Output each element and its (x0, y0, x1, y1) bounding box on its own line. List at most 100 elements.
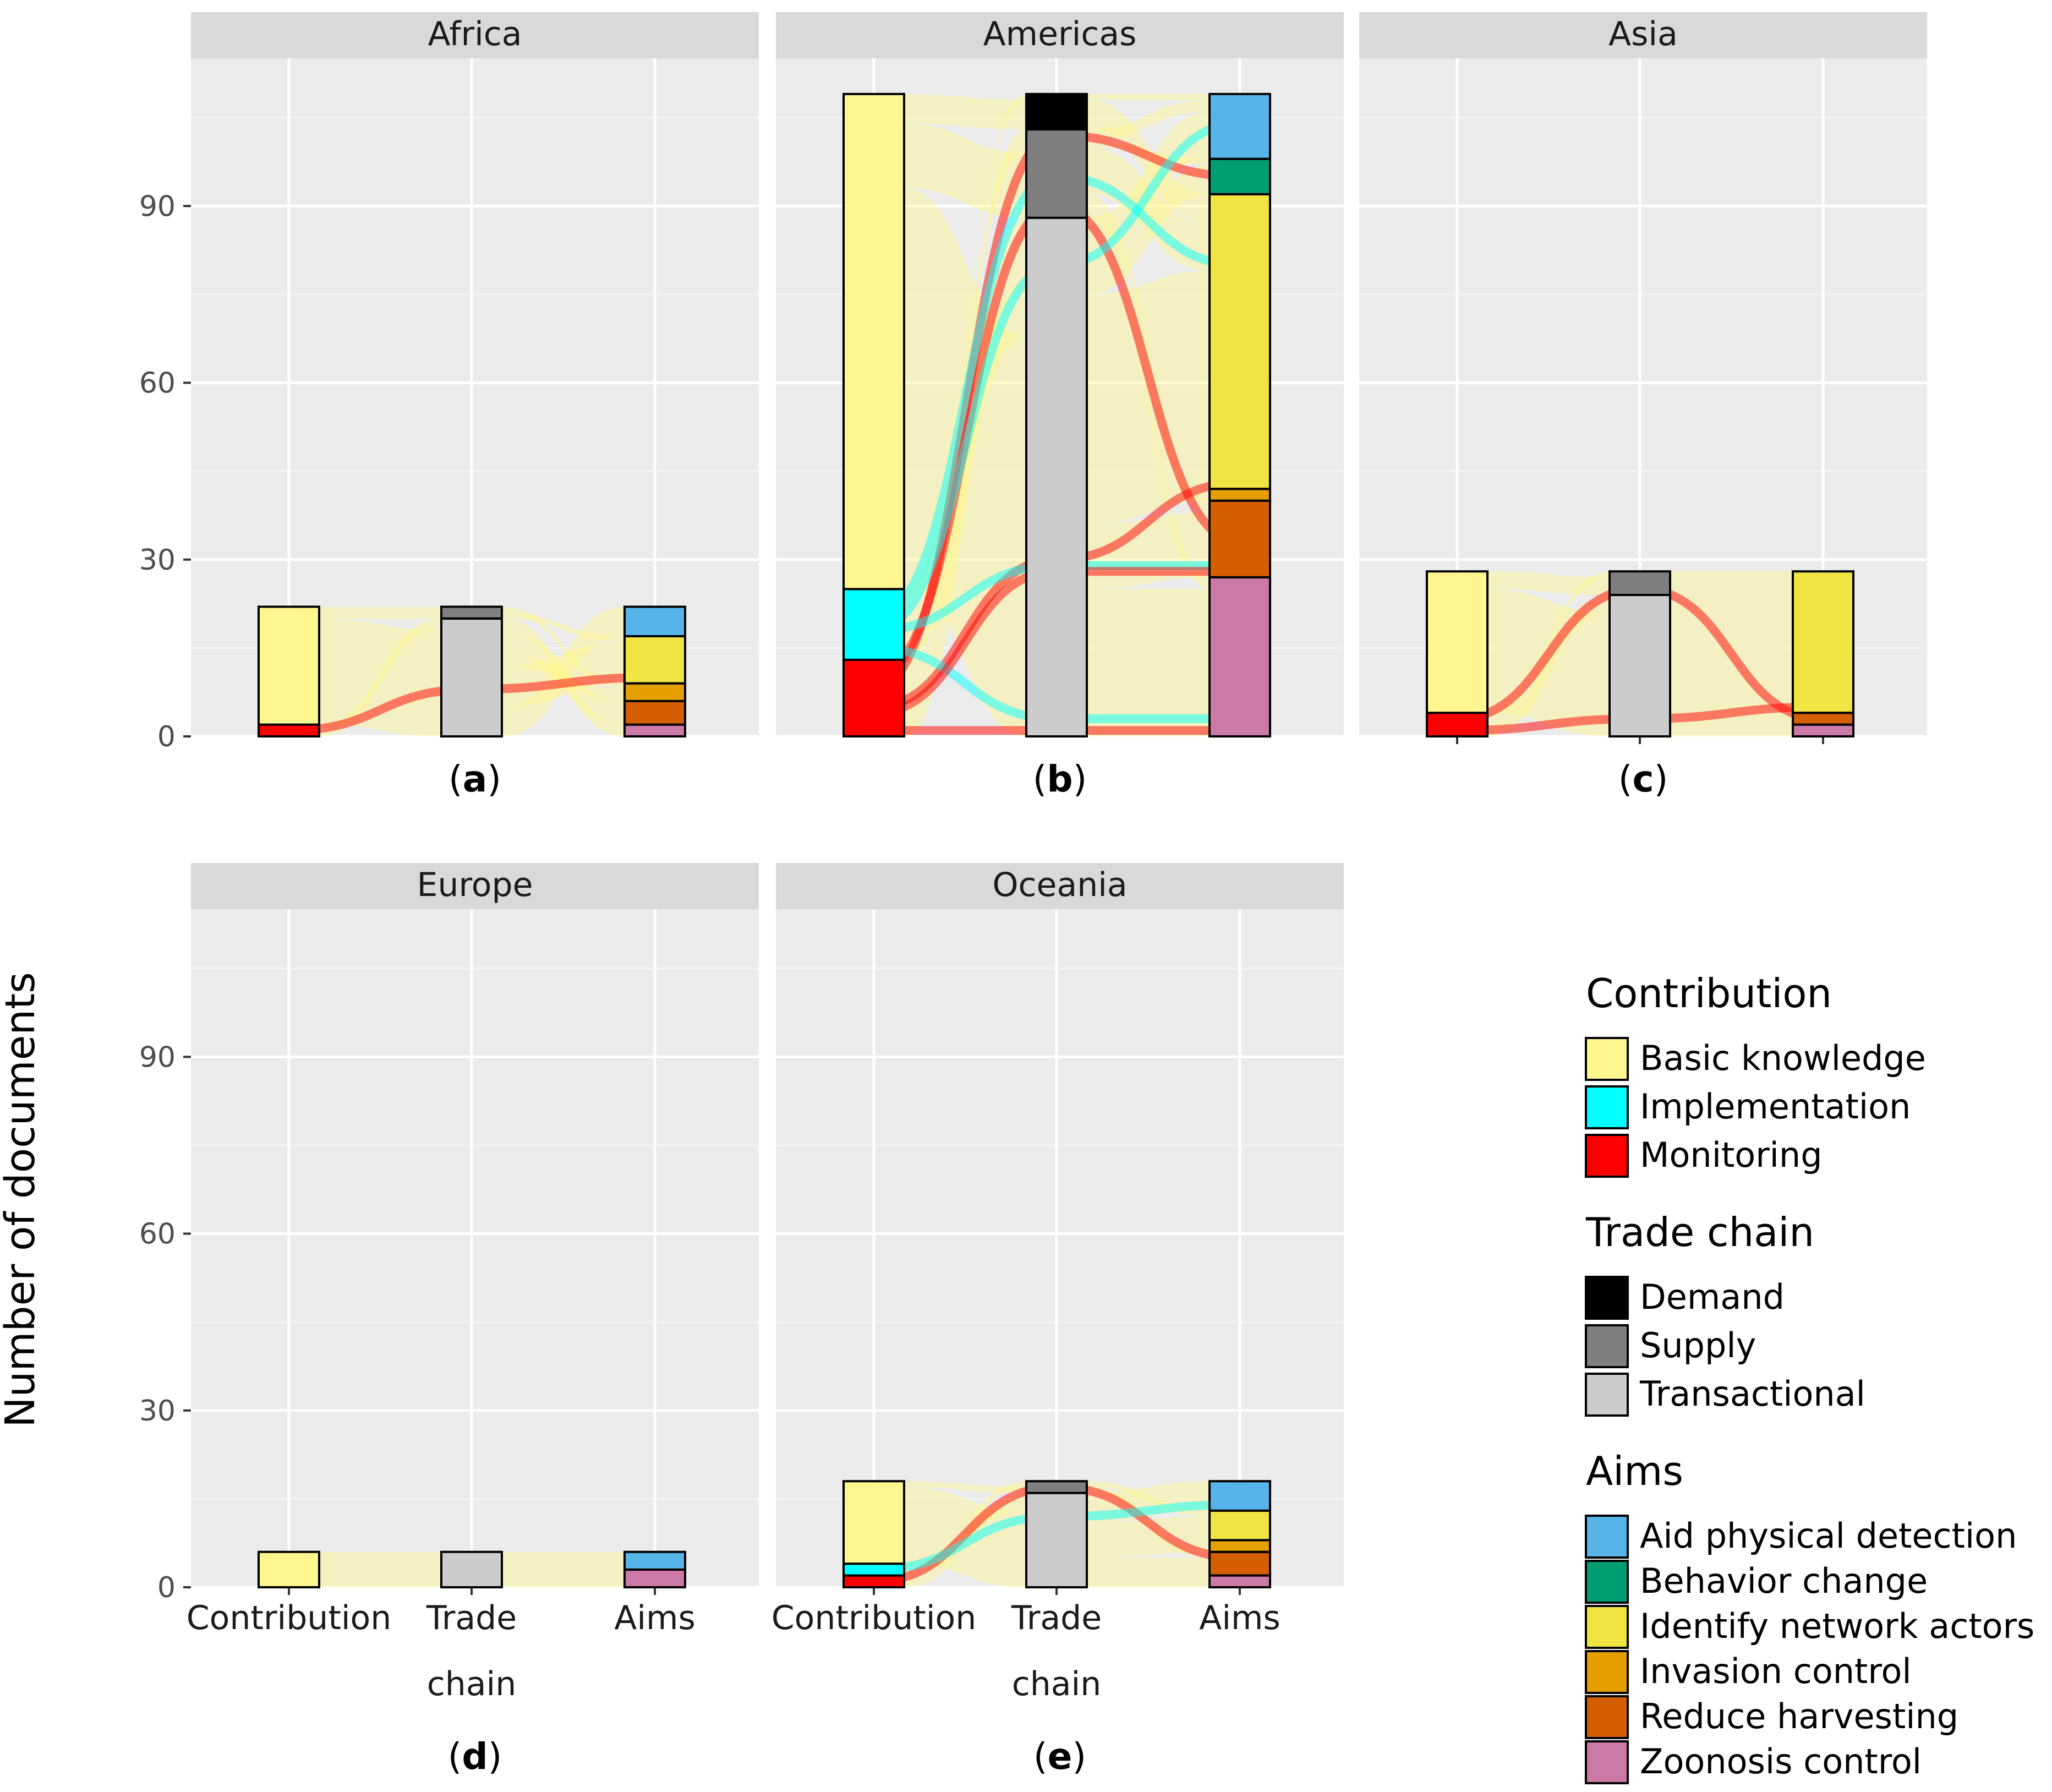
bar-segment-zoonosis-control (623, 723, 686, 738)
bar-segment-supply (1025, 1480, 1088, 1494)
bar-segment-monitoring (842, 1574, 905, 1588)
flow-monitoring-to-transactional (1487, 595, 1610, 736)
facet-title: Americas (983, 15, 1137, 53)
y-axis-label: Number of documents (0, 972, 44, 1428)
flow-transactional-to-zoonosis-control (1087, 1575, 1210, 1587)
flow-supply-to-zoonosis-control (1087, 206, 1210, 589)
y-tick-label: 0 (157, 720, 176, 753)
bar-segment-reduce-harvesting (1792, 712, 1854, 726)
facet-title: Europe (417, 866, 533, 904)
flow-monitoring-to-supply (1487, 571, 1610, 719)
x-axis-label: Aims (1199, 1599, 1280, 1637)
flow-supply-to-reduce-harvesting (1087, 194, 1210, 513)
bar-segment-basic-knowledge (258, 605, 320, 726)
flow-transactional-to-zoonosis-control (1087, 589, 1210, 736)
legend-label: Reduce harvesting (1640, 1696, 1958, 1736)
legend-title: Aims (1586, 1448, 1683, 1494)
bar-segment-transactional (440, 617, 503, 737)
panel-tag: (c) (1618, 758, 1668, 800)
bar-segment-supply (440, 605, 503, 620)
facet-strip (776, 12, 1344, 58)
y-tick-label: 30 (139, 1395, 176, 1428)
bar-segment-implementation (842, 1562, 905, 1577)
bar-segment-basic-knowledge (258, 1550, 320, 1588)
legend-key-reduce-harvesting (1585, 1695, 1629, 1739)
flow-transactional-to-aid-physical-detection (502, 1551, 625, 1570)
bar-segment-invasion-control (623, 682, 686, 702)
flow-transactional-to-zoonosis-control (1670, 724, 1793, 736)
bar-segment-monitoring (842, 658, 905, 738)
stacked-bars (1426, 570, 1854, 738)
flow-supply-to-aid-physical-detection (1087, 100, 1210, 141)
legend-key-demand (1585, 1276, 1629, 1320)
stacked-bars (258, 605, 686, 738)
flow-transactional-to-reduce-harvesting (1087, 1558, 1210, 1576)
flow-supply-to-invasion-control (502, 607, 625, 690)
legend-label: Aid physical detection (1640, 1516, 2017, 1556)
panel-tag: (b) (1033, 758, 1087, 800)
flow-implementation-to-supply (904, 141, 1026, 607)
facet-strip (191, 12, 759, 58)
panel-europe: Europe 0 30 60 90 Contribution Trade chain Aims (… (139, 863, 759, 1778)
bar-segment-monitoring (1426, 712, 1489, 737)
flow-ribbons (319, 1551, 625, 1587)
facet-title: Oceania (992, 866, 1127, 904)
flow-transactional-to-aid-physical-detection (502, 607, 625, 736)
bar-segment-supply (1025, 128, 1088, 219)
legend-key-implementation (1585, 1085, 1629, 1129)
legend-label: Zoonosis control (1640, 1741, 1922, 1782)
flow-ribbons (319, 607, 625, 736)
flow-basic-knowledge-to-supply (1487, 571, 1610, 595)
bar-segment-zoonosis-control (1792, 723, 1854, 738)
legend-key-transactional (1585, 1373, 1629, 1417)
legend-key-supply (1585, 1324, 1629, 1368)
bar-segment-reduce-harvesting (1208, 1550, 1271, 1577)
legend-title: Trade chain (1585, 1209, 1814, 1255)
legend-label: Identify network actors (1640, 1606, 2034, 1646)
bar-segment-transactional (1025, 216, 1088, 738)
legend-label: Behavior change (1640, 1561, 1928, 1601)
flow-basic-knowledge-to-transactional (319, 1551, 441, 1587)
flow-transactional-to-reduce-harvesting (502, 630, 625, 725)
facet-strip (191, 863, 759, 909)
flow-basic-knowledge-to-supply (319, 607, 441, 619)
flow-basic-knowledge-to-demand (904, 94, 1026, 130)
flow-basic-knowledge-to-supply (904, 1481, 1026, 1493)
legend-label: Invasion control (1640, 1651, 1912, 1691)
stacked-bars (842, 92, 1271, 738)
legend-key-behavior-change (1585, 1560, 1629, 1604)
x-axis-label: Trade (426, 1599, 517, 1637)
bar-segment-aid-physical-detection (623, 1550, 686, 1571)
legend-key-invasion-control (1585, 1650, 1629, 1694)
flow-basic-knowledge-to-supply (904, 123, 1026, 218)
panel-tag: (a) (448, 758, 501, 800)
panel-background (191, 909, 759, 1587)
x-axis-label: chain (427, 1665, 516, 1703)
legend-key-zoonosis-control (1585, 1740, 1629, 1784)
legend-label: Implementation (1640, 1086, 1911, 1127)
legend-key-monitoring (1585, 1134, 1629, 1178)
panel-africa: Africa 0 30 60 90 (a) (139, 12, 759, 800)
facet-strip (1359, 12, 1927, 58)
y-tick-label: 90 (139, 1041, 176, 1074)
flow-monitoring-to-transactional (904, 217, 1026, 737)
bar-segment-basic-knowledge (842, 92, 905, 591)
panel-background (776, 909, 1344, 1587)
bar-segment-behavior-change (1208, 157, 1271, 195)
flow-implementation-to-transactional (904, 282, 1026, 660)
bar-segment-transactional (1608, 594, 1671, 737)
bar-segment-invasion-control (1208, 1539, 1271, 1553)
legend-key-identify-network-actors (1585, 1605, 1629, 1649)
legend-label: Demand (1640, 1277, 1785, 1317)
legend-label: Transactional (1639, 1374, 1865, 1414)
bar-segment-demand (1025, 92, 1088, 131)
bar-segment-supply (1608, 570, 1671, 597)
facet-title: Africa (428, 15, 522, 53)
bar-segment-aid-physical-detection (623, 605, 686, 637)
x-axis-label: Trade (1011, 1599, 1102, 1637)
bar-segment-invasion-control (1208, 488, 1271, 502)
panel-tag: (d) (448, 1735, 502, 1778)
flow-demand-to-aid-physical-detection (1087, 94, 1210, 100)
y-tick-label: 30 (139, 544, 176, 577)
